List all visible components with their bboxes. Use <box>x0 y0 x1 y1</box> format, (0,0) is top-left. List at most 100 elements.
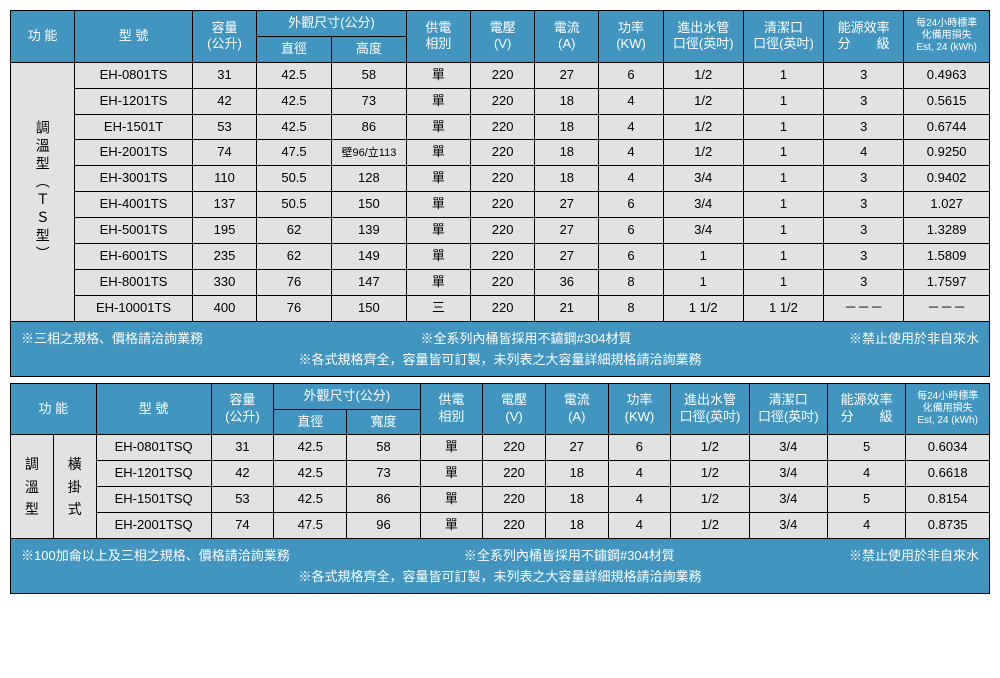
cell-eff: 3 <box>824 192 904 218</box>
cell-est24: 0.8154 <box>906 487 990 513</box>
hdr2-eff: 能源效率 分 級 <box>827 383 905 435</box>
cell-eff: 3 <box>824 114 904 140</box>
hdr-dims-dia: 直徑 <box>257 36 332 62</box>
cell-current: 27 <box>535 218 599 244</box>
cell-voltage: 220 <box>471 218 535 244</box>
cell-current: 18 <box>535 88 599 114</box>
hdr-model: 型 號 <box>75 11 193 63</box>
cell-model: EH-6001TS <box>75 244 193 270</box>
cell-eff: 3 <box>824 244 904 270</box>
cell-model: EH-10001TS <box>75 295 193 321</box>
cell-clean: 3/4 <box>749 435 827 461</box>
cell-capacity: 42 <box>192 88 256 114</box>
table-row: EH-1501T5342.586單2201841/2130.6744 <box>11 114 990 140</box>
table-row: EH-1501TSQ5342.586單2201841/23/450.8154 <box>11 487 990 513</box>
table-row: EH-1201TSQ4242.573單2201841/23/440.6618 <box>11 461 990 487</box>
cell-diameter: 50.5 <box>257 166 332 192</box>
cell-clean: 1 <box>743 244 823 270</box>
note1-center: ※全系列內桶皆採用不鏽鋼#304材質 <box>421 328 632 347</box>
cell-phase: 三 <box>406 295 470 321</box>
cell-voltage: 220 <box>471 244 535 270</box>
cell-phase: 單 <box>420 435 483 461</box>
cell-eff: 3 <box>824 88 904 114</box>
cell-pipe: 1 1/2 <box>663 295 743 321</box>
cell-voltage: 220 <box>483 435 546 461</box>
cell-eff: 5 <box>827 487 905 513</box>
cell-clean: 1 <box>743 192 823 218</box>
cell-eff: 3 <box>824 269 904 295</box>
cell-eff: －－－ <box>824 295 904 321</box>
category-cell-1: 調溫型 <box>11 435 54 539</box>
cell-power: 4 <box>599 88 663 114</box>
note1-left: ※三相之規格、價格請洽詢業務 <box>21 328 203 347</box>
cell-est24: 1.5809 <box>904 244 990 270</box>
cell-pipe: 1/2 <box>663 140 743 166</box>
cell-diameter: 62 <box>257 218 332 244</box>
cell-pipe: 1/2 <box>663 62 743 88</box>
cell-pipe: 1 <box>663 244 743 270</box>
cell-phase: 單 <box>406 269 470 295</box>
cell-capacity: 74 <box>211 513 274 539</box>
table2-notes: ※100加侖以上及三相之規格、價格請洽詢業務 ※全系列內桶皆採用不鏽鋼#304材… <box>10 539 990 594</box>
hdr2-phase: 供電 相別 <box>420 383 483 435</box>
cell-est24: 0.9250 <box>904 140 990 166</box>
cell-capacity: 235 <box>192 244 256 270</box>
cell-pipe: 1 <box>663 269 743 295</box>
cell-capacity: 31 <box>211 435 274 461</box>
cell-model: EH-4001TS <box>75 192 193 218</box>
cell-voltage: 220 <box>483 513 546 539</box>
cell-height: 150 <box>331 295 406 321</box>
cell-capacity: 42 <box>211 461 274 487</box>
cell-voltage: 220 <box>471 269 535 295</box>
cell-clean: 1 <box>743 269 823 295</box>
cell-power: 4 <box>599 140 663 166</box>
cell-diameter: 42.5 <box>257 88 332 114</box>
hdr-phase: 供電 相別 <box>406 11 470 63</box>
cell-model: EH-1201TSQ <box>96 461 211 487</box>
cell-clean: 3/4 <box>749 461 827 487</box>
cell-est24: 1.027 <box>904 192 990 218</box>
cell-capacity: 74 <box>192 140 256 166</box>
cell-power: 6 <box>599 244 663 270</box>
table2-header: 功 能 型 號 容量(公升) 外觀尺寸(公分) 供電 相別 電壓 (V) 電流 … <box>11 383 990 435</box>
cell-current: 27 <box>535 192 599 218</box>
cell-diameter: 76 <box>257 269 332 295</box>
cell-phase: 單 <box>406 244 470 270</box>
hdr-dims: 外觀尺寸(公分) <box>257 11 407 37</box>
hdr-capacity: 容量(公升) <box>192 11 256 63</box>
table-row: 調溫型橫掛式EH-0801TSQ3142.558單2202761/23/450.… <box>11 435 990 461</box>
cell-clean: 1 <box>743 140 823 166</box>
hdr2-power: 功率 (KW) <box>608 383 671 435</box>
cell-pipe: 3/4 <box>663 192 743 218</box>
cell-clean: 1 <box>743 114 823 140</box>
cell-current: 27 <box>545 435 608 461</box>
cell-current: 27 <box>535 62 599 88</box>
cell-voltage: 220 <box>471 62 535 88</box>
cell-voltage: 220 <box>471 166 535 192</box>
spec-table-1: 功 能 型 號 容量(公升) 外觀尺寸(公分) 供電 相別 電壓 (V) 電流 … <box>10 10 990 322</box>
cell-current: 18 <box>535 166 599 192</box>
cell-height: 128 <box>331 166 406 192</box>
cell-pipe: 1/2 <box>671 513 749 539</box>
hdr-eff: 能源效率 分 級 <box>824 11 904 63</box>
cell-diameter: 42.5 <box>257 62 332 88</box>
cell-power: 8 <box>599 269 663 295</box>
table-row: EH-8001TS33076147單2203681131.7597 <box>11 269 990 295</box>
table-row: EH-2001TSQ7447.596單2201841/23/440.8735 <box>11 513 990 539</box>
cell-width: 96 <box>347 513 420 539</box>
cell-power: 8 <box>599 295 663 321</box>
cell-phase: 單 <box>406 62 470 88</box>
table-row: EH-2001TS7447.5壁96/立113單2201841/2140.925… <box>11 140 990 166</box>
cell-phase: 單 <box>406 166 470 192</box>
cell-est24: 0.9402 <box>904 166 990 192</box>
cell-capacity: 53 <box>192 114 256 140</box>
cell-diameter: 42.5 <box>257 114 332 140</box>
cell-est24: 1.7597 <box>904 269 990 295</box>
cell-power: 6 <box>608 435 671 461</box>
cell-eff: 3 <box>824 218 904 244</box>
category-cell-2: 橫掛式 <box>53 435 96 539</box>
cell-clean: 1 1/2 <box>743 295 823 321</box>
cell-est24: －－－ <box>904 295 990 321</box>
note1-second: ※各式規格齊全，容量皆可訂製，未列表之大容量詳細規格請洽詢業務 <box>21 349 979 368</box>
hdr-current: 電流 (A) <box>535 11 599 63</box>
